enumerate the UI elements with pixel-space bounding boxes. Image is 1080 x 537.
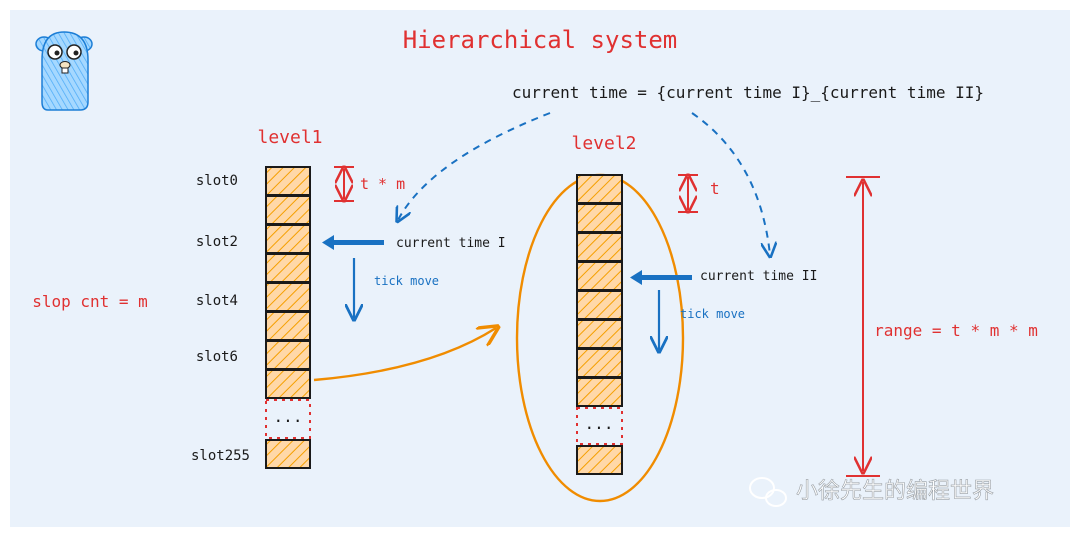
level1-pointer-arrow [322,235,384,250]
current-time-formula: current time = {current time I}_{current… [512,83,984,102]
level1-slot [265,369,311,399]
slot-label-2: slot2 [196,234,238,250]
level2-slot [576,174,623,204]
level1-interval-marker [334,167,354,201]
diagram-title: Hierarchical system [403,26,678,54]
level1-pointer-label: current time I [396,236,506,251]
diagram-canvas: Hierarchical system current time = {curr… [10,10,1070,527]
formula-to-level1-arrow [398,112,551,220]
level2-slot [576,319,623,349]
level2-pointer-arrow [630,270,692,285]
range-indicator [846,176,880,477]
slot-label-4: slot4 [196,293,238,309]
level2-slot [576,203,623,233]
level2-ellipsis: ... [585,414,614,433]
level1-slot [265,195,311,225]
level1-slot [265,224,311,254]
level1-slot [265,282,311,312]
range-label: range = t * m * m [874,321,1038,340]
level2-slot [576,261,623,291]
level1-slot [265,439,311,469]
level1-slot-column: ... [265,166,311,469]
level2-label: level2 [571,133,636,154]
level1-ellipsis: ... [274,407,303,426]
level1-slot [265,166,311,196]
level2-slot [576,348,623,378]
level1-slot [265,311,311,341]
formula-to-level2-arrow [691,112,770,255]
level2-tick-label: tick move [680,307,745,321]
watermark-text: 小徐先生的编程世界 [796,479,994,504]
level1-slot [265,340,311,370]
slot-label-0: slot0 [196,173,238,189]
wechat-icon [749,477,787,507]
level1-slot [265,253,311,283]
level1-label: level1 [257,127,322,148]
diagram-svg: Hierarchical system current time = {curr… [32,26,1038,507]
level2-interval-label: t [710,179,720,198]
level2-interval-marker [678,175,698,212]
gopher-mascot-icon [35,31,93,111]
slot-label-255: slot255 [191,448,250,464]
level1-ellipsis-box [265,399,311,439]
level2-slot [576,290,623,320]
level2-slot [576,377,623,407]
level2-pointer-label: current time II [700,269,817,284]
slot-label-6: slot6 [196,349,238,365]
level2-slot-column: ... [576,174,623,475]
level1-interval-label: t * m [360,175,405,193]
level1-tick-label: tick move [374,274,439,288]
level2-ellipsis-box [576,407,623,445]
level1-to-level2-arrow [313,328,496,382]
level2-slot [576,445,623,475]
slot-count-label: slop cnt = m [32,292,148,311]
level2-slot [576,232,623,262]
